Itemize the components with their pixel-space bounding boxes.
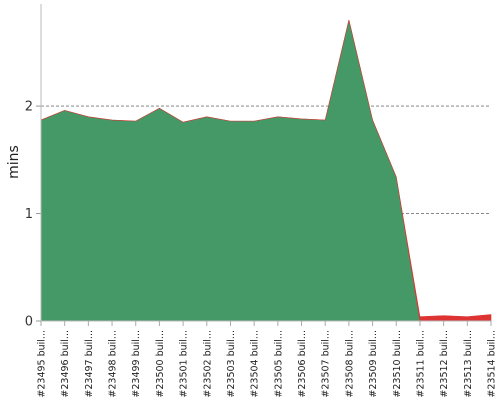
x-tick-label: #23502 buil... [202, 330, 213, 398]
x-tick-label: #23498 buil... [108, 330, 119, 398]
x-tick-label: #23504 buil... [250, 330, 261, 398]
area-series-1 [40, 19, 492, 322]
x-tick-label: #23506 buil... [297, 330, 308, 398]
x-tick-label: #23495 buil... [37, 330, 48, 398]
x-tick-label: #23508 buil... [344, 330, 355, 398]
area-series-2 [40, 19, 492, 322]
y-tick-labels: 0 1 2 [25, 100, 33, 330]
x-tick-labels: #23495 buil... #23496 buil... #23497 buil.… [37, 330, 498, 398]
x-tick-label: #23499 buil... [131, 330, 142, 398]
x-tick-label: #23513 buil... [463, 330, 474, 398]
y-tick-label: 1 [25, 207, 33, 222]
x-tick-label: #23501 buil... [179, 330, 190, 398]
x-tick-label: #23514 buil... [487, 330, 498, 398]
x-tick-label: #23500 buil... [155, 330, 166, 398]
x-tick-label: #23511 buil... [415, 330, 426, 398]
x-tick-label: #23512 buil... [439, 330, 450, 398]
x-tick-label: #23496 buil... [60, 330, 71, 398]
x-tick-label: #23510 buil... [392, 330, 403, 398]
x-tick-label: #23497 buil... [84, 330, 95, 398]
area-series [40, 19, 492, 322]
y-tick-label: 0 [25, 315, 33, 330]
y-tick-label: 2 [25, 100, 33, 115]
axes [36, 4, 492, 326]
x-tick-label: #23509 buil... [368, 330, 379, 398]
x-tick-label: #23507 buil... [321, 330, 332, 398]
x-tick-label: #23505 buil... [273, 330, 284, 398]
y-axis-label: mins [6, 145, 22, 179]
x-tick-label: #23503 buil... [226, 330, 237, 398]
